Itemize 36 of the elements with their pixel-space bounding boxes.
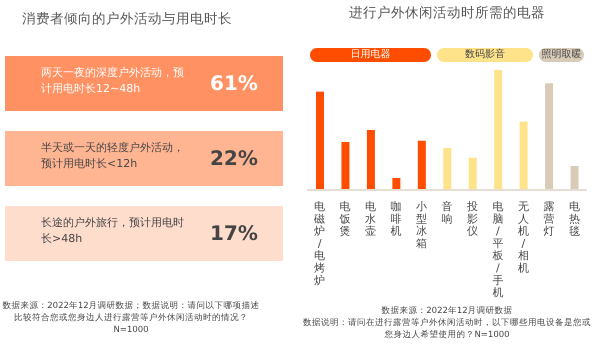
x-tick-label: 无人机/相机 bbox=[518, 200, 529, 274]
x-tick-label: 电水壶 bbox=[365, 200, 376, 238]
chart-title: 进行户外休闲活动时所需的电器 bbox=[348, 4, 546, 22]
bar bbox=[468, 158, 477, 190]
bar bbox=[545, 83, 554, 190]
text: 日用电器 bbox=[310, 48, 432, 62]
bar bbox=[443, 148, 452, 190]
bar bbox=[392, 178, 400, 190]
bar bbox=[520, 122, 528, 190]
text: 61% bbox=[210, 71, 258, 95]
x-tick-label: 电磁炉/电烤炉 bbox=[313, 200, 326, 287]
x-tick-label: 音响 bbox=[442, 200, 452, 226]
category-label: 半天或一天的轻度户外活动，预计用电时长<12h bbox=[41, 140, 185, 172]
bar bbox=[570, 166, 579, 190]
x-tick-label: 咖啡机 bbox=[390, 200, 402, 238]
x-tick-label: 小型冰箱 bbox=[416, 200, 428, 250]
bar bbox=[341, 142, 350, 190]
series-label: 数码影音 bbox=[437, 48, 534, 62]
bar bbox=[418, 140, 426, 190]
x-tick-label: 电热毯 bbox=[568, 200, 580, 238]
x-tick-label: 露营灯 bbox=[543, 200, 554, 238]
text: 照明取暖 bbox=[539, 48, 584, 62]
x-tick-label: 投影仪 bbox=[466, 200, 478, 238]
x-tick-label: 电脑/平板/手机 bbox=[491, 200, 504, 300]
bar bbox=[316, 92, 324, 190]
bar bbox=[366, 130, 375, 190]
category-label: 两天一夜的深度户外活动，预计用电时长12~48h bbox=[41, 65, 185, 97]
x-tick-label: 电饭煲 bbox=[338, 200, 351, 238]
text: 17% bbox=[210, 221, 258, 245]
source-note: 数据来源：2022年12月调研数据 bbox=[380, 306, 514, 318]
category-label: 长途的户外旅行，预计用电时长>48h bbox=[41, 215, 185, 247]
source-note: 数据来源：2022年12月调研数据；数据说明：请问以下哪项描述比较符合您或您身边人进行露营等户外休闲活动时的情况？N=1000 bbox=[2, 300, 260, 336]
bar bbox=[494, 70, 502, 190]
text: 22% bbox=[210, 146, 258, 170]
text: 消费者倾向的户外活动与用电时长 bbox=[22, 10, 232, 28]
text: 数据说明：请问在进行露营等户外休闲活动时，以下哪些用电设备是您或您身边人希望使用的？N=1000 bbox=[302, 318, 592, 342]
